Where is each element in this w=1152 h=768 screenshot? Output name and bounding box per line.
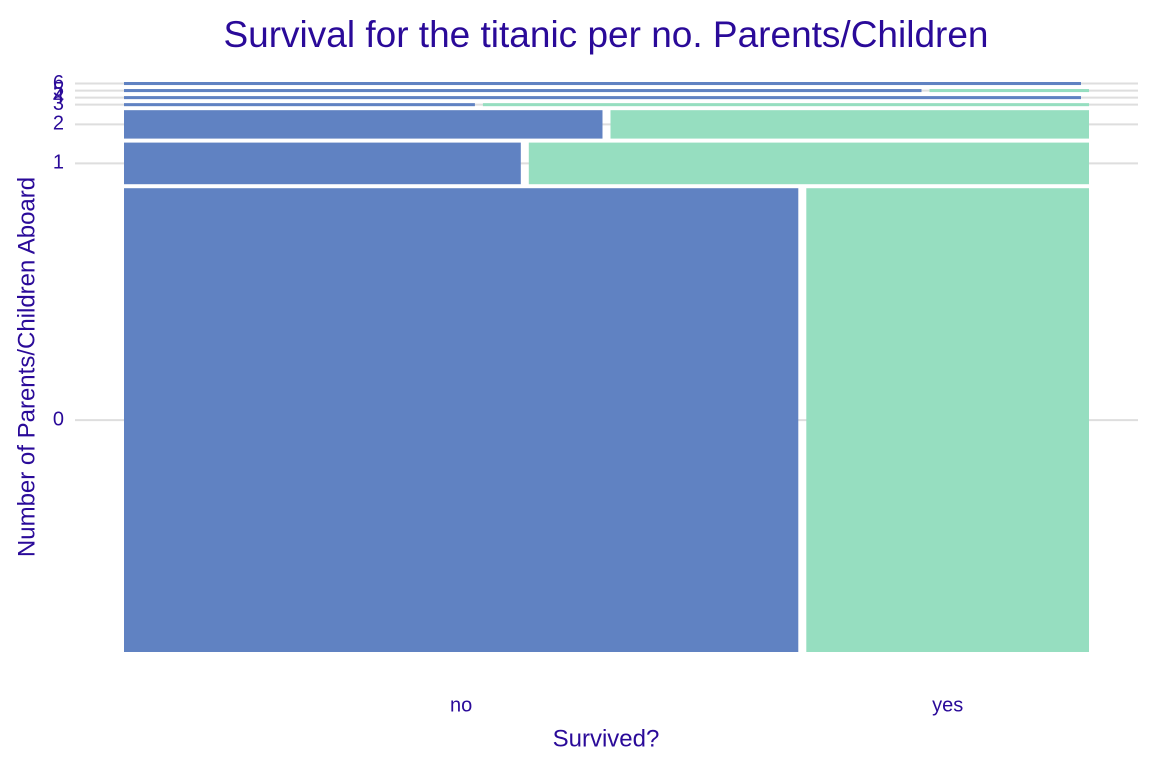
mosaic-cell <box>124 103 475 107</box>
y-tick-label: 6 <box>53 72 64 94</box>
mosaic-cell <box>610 110 1089 139</box>
y-axis-title: Number of Parents/Children Aboard <box>13 177 40 557</box>
y-tick-label: 3 <box>53 93 64 115</box>
mosaic-cell <box>124 142 521 185</box>
mosaic-cell <box>124 188 799 652</box>
chart-title: Survival for the titanic per no. Parents… <box>223 14 988 55</box>
mosaic-cell <box>528 142 1089 185</box>
x-tick-label: yes <box>932 694 963 716</box>
mosaic-cell <box>929 89 1089 93</box>
mosaic-cell <box>124 110 603 139</box>
y-tick-label: 0 <box>53 408 64 430</box>
x-tick-label: no <box>450 694 472 716</box>
y-tick-label: 1 <box>53 152 64 174</box>
mosaic-cell <box>124 82 1081 86</box>
mosaic-cell <box>482 103 1089 107</box>
layer <box>124 82 1089 652</box>
y-tick-label: 2 <box>53 113 64 135</box>
mosaic-cell <box>124 96 1081 100</box>
y-tick-label: 4 <box>53 86 64 108</box>
mosaic-cell <box>124 89 922 93</box>
x-axis-title: Survived? <box>553 725 660 752</box>
y-tick-label: 5 <box>53 79 64 101</box>
mosaic-cell <box>806 188 1089 652</box>
